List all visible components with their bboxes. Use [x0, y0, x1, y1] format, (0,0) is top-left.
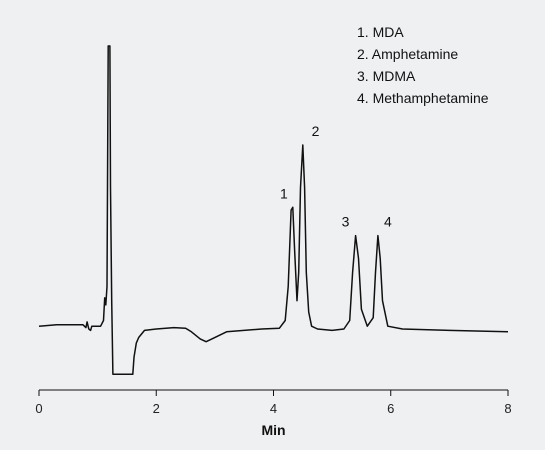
x-tick-label: 4 — [270, 401, 277, 416]
peak-label: 4 — [384, 214, 392, 230]
legend-item: 2. Amphetamine — [357, 46, 458, 62]
peak-label: 1 — [280, 185, 288, 201]
x-tick-label: 2 — [153, 401, 160, 416]
legend-item: 1. MDA — [357, 24, 404, 40]
x-tick-label: 0 — [35, 401, 42, 416]
x-axis-title: Min — [261, 422, 285, 438]
legend: 1. MDA 2. Amphetamine 3. MDMA 4. Methamphet… — [357, 24, 489, 106]
peak-annotations: 1 2 3 4 — [280, 123, 392, 230]
legend-item: 4. Methamphetamine — [357, 90, 489, 106]
x-tick-label: 6 — [387, 401, 394, 416]
x-axis: 0 2 4 6 8 — [35, 389, 512, 416]
peak-label: 3 — [342, 214, 350, 230]
peak-label: 2 — [312, 123, 320, 139]
x-tick-label: 8 — [504, 401, 511, 416]
chromatogram-trace — [38, 45, 509, 376]
legend-item: 3. MDMA — [357, 68, 416, 84]
series-layer — [38, 45, 509, 376]
